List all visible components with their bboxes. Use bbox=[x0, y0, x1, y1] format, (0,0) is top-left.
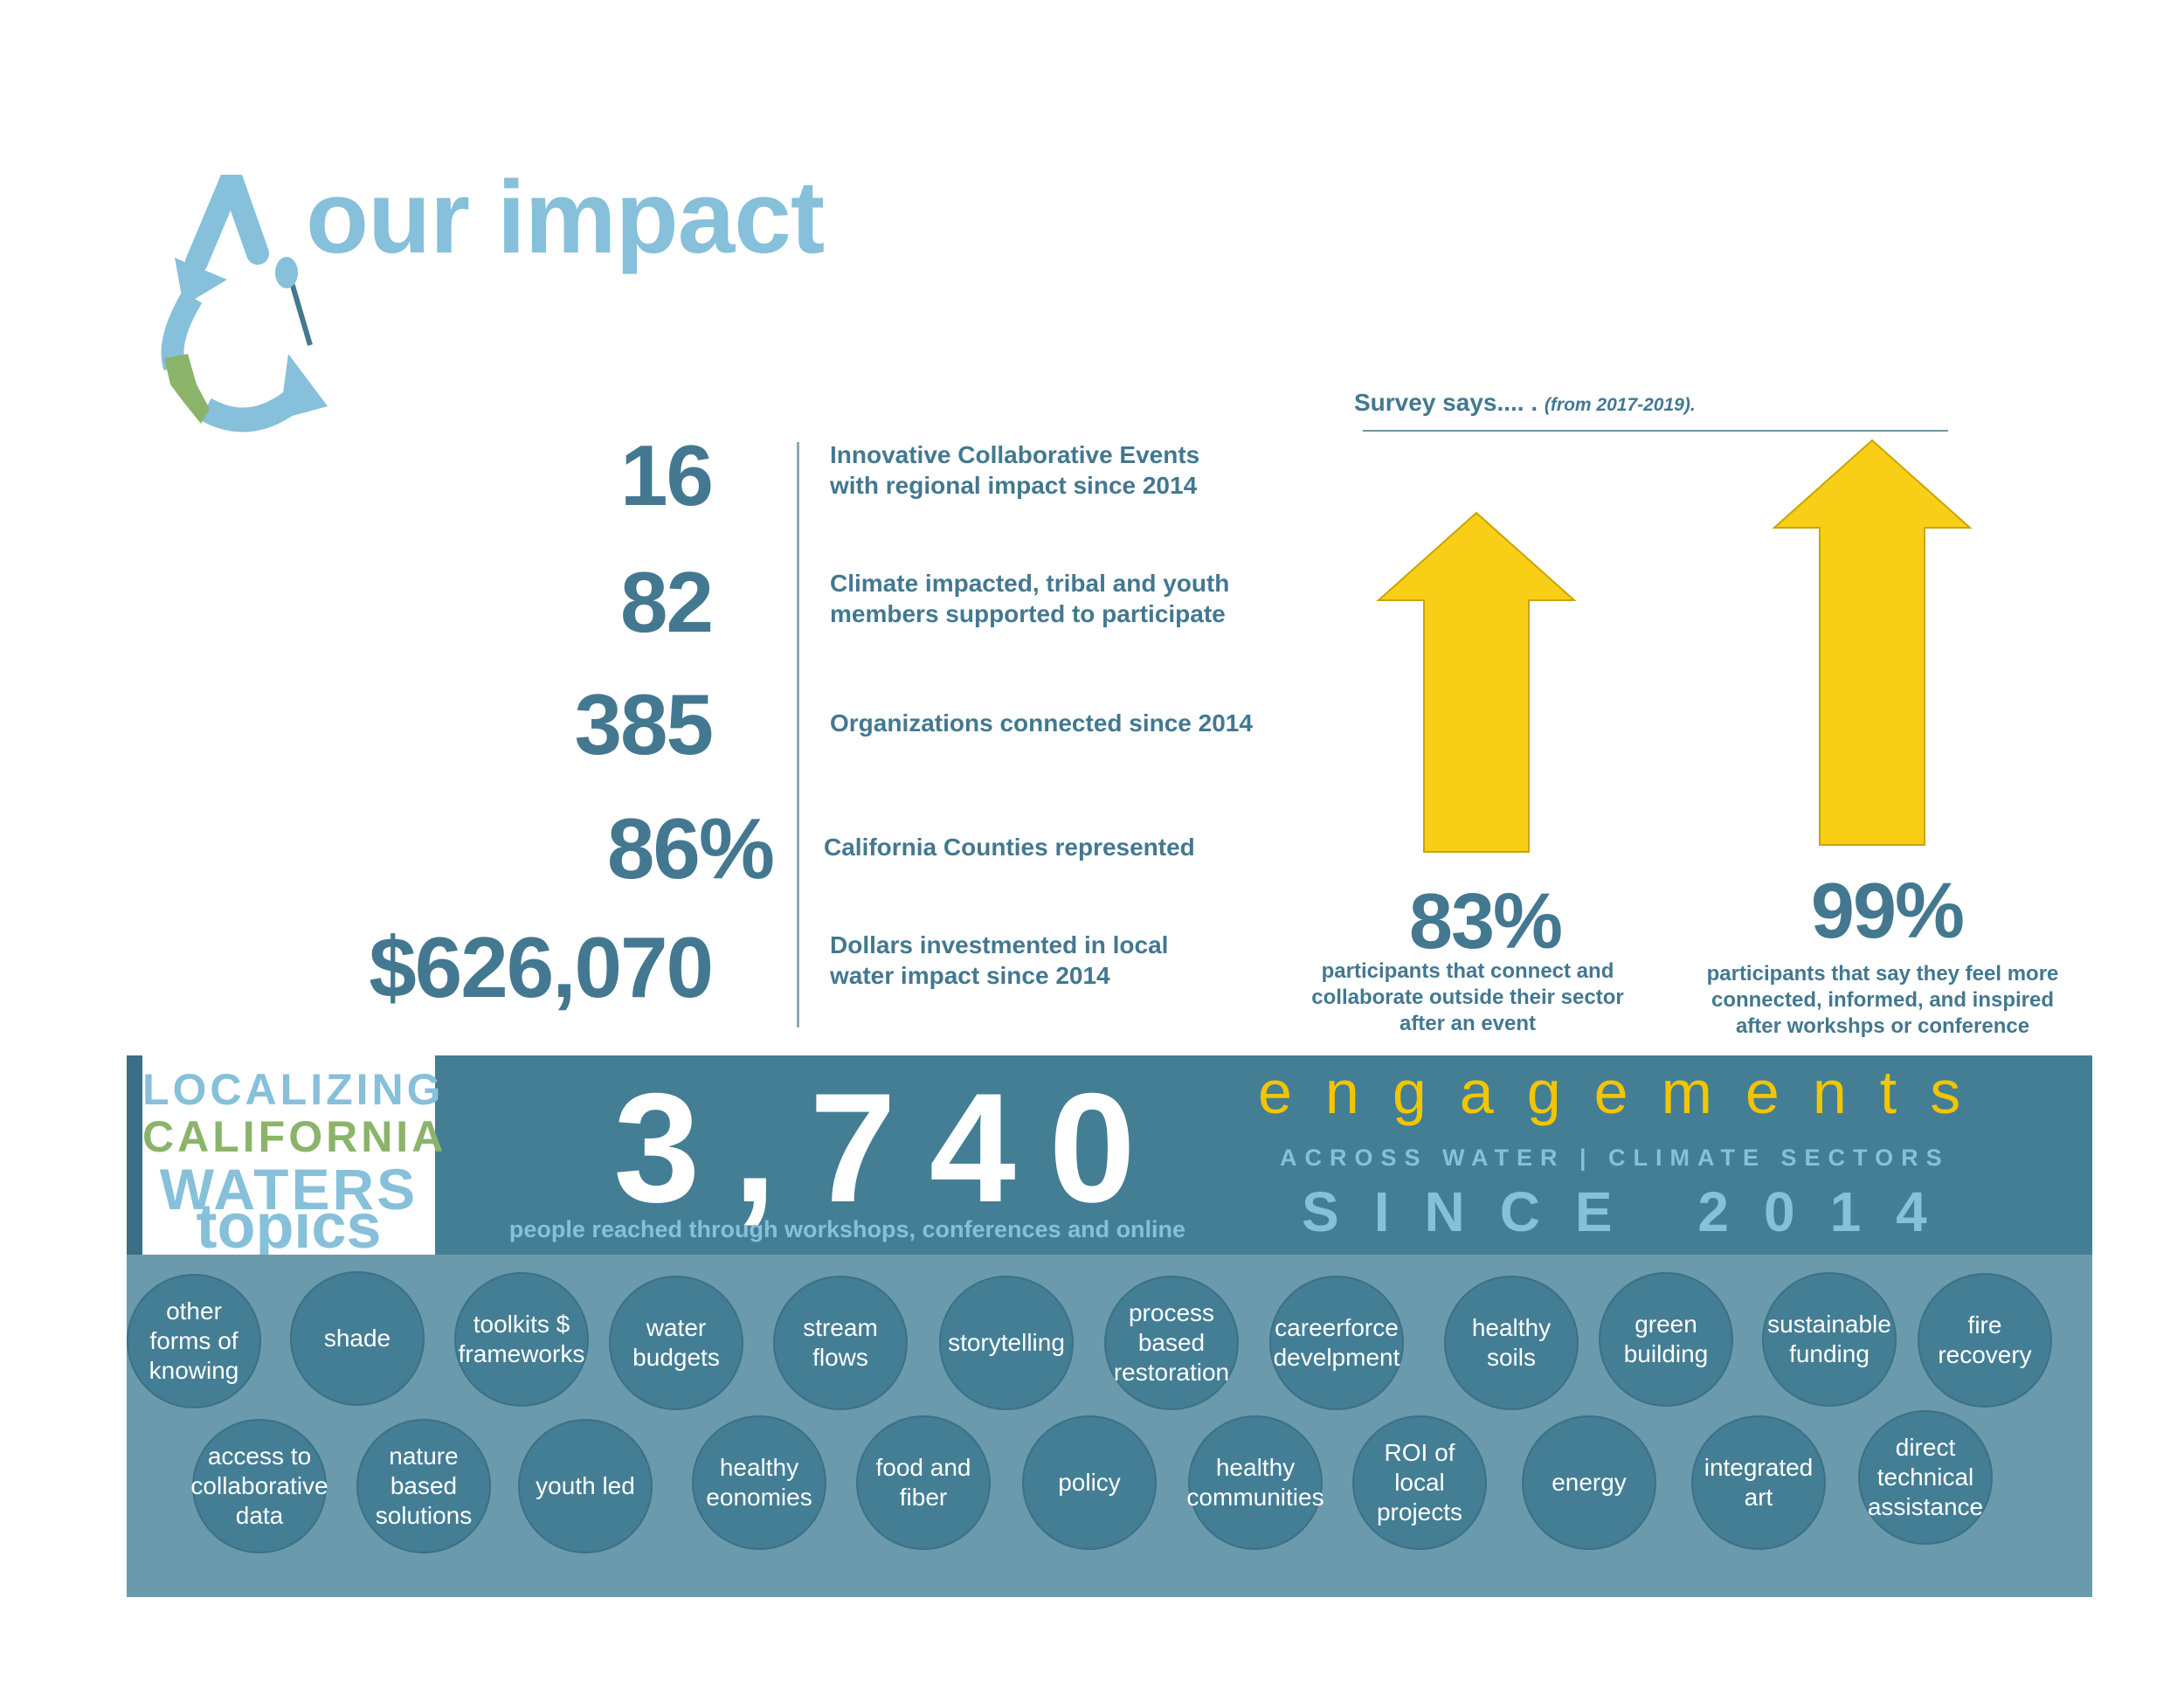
arrow-up-icon bbox=[1376, 511, 1577, 860]
topic-bubble: sustainable funding bbox=[1762, 1272, 1897, 1407]
survey-period: (from 2017-2019). bbox=[1544, 395, 1696, 415]
survey-percent-connect: 83% bbox=[1408, 878, 1563, 965]
band-accent bbox=[127, 1055, 142, 1255]
topic-bubble: process based restoration bbox=[1104, 1276, 1239, 1410]
since-label: SINCE 2014 bbox=[1302, 1180, 1962, 1243]
logo-line-topics: topics bbox=[196, 1192, 382, 1262]
topic-bubble: energy bbox=[1522, 1415, 1656, 1550]
topic-bubble: food and fiber bbox=[856, 1415, 991, 1550]
page-title: our impact bbox=[306, 160, 825, 275]
topic-bubble: other forms of knowing bbox=[127, 1274, 261, 1408]
topic-bubble: ROI of local projects bbox=[1352, 1415, 1487, 1550]
topic-bubble: healthy soils bbox=[1444, 1276, 1579, 1410]
survey-arrow-83 bbox=[1376, 511, 1577, 853]
engagement-count-caption: people reached through workshops, confer… bbox=[508, 1216, 1186, 1242]
logo-line-localizing: LOCALIZING bbox=[142, 1065, 445, 1114]
stat-dollars-description: Dollars investmented in local water impa… bbox=[830, 931, 1169, 989]
survey-arrow-99 bbox=[1772, 439, 1973, 846]
topic-bubble: shade bbox=[290, 1271, 425, 1406]
topic-bubble: water budgets bbox=[609, 1276, 743, 1410]
survey-desc-connect: participants that connect and collaborat… bbox=[1311, 959, 1624, 1035]
arrow-up-icon bbox=[1772, 439, 1973, 853]
survey-percent-inspired: 99% bbox=[1810, 868, 1965, 955]
topic-bubble: access to collaborative data bbox=[190, 1419, 328, 1553]
topic-bubble: policy bbox=[1022, 1415, 1157, 1550]
stat-organizations-value: 385 bbox=[574, 676, 714, 772]
stat-counties-value: 86% bbox=[606, 800, 775, 896]
survey-title: Survey says.... . (from 2017-2019). bbox=[1354, 389, 1696, 417]
topic-bubble: healthy communities bbox=[1186, 1415, 1324, 1550]
stat-members-description: Climate impacted, tribal and youth membe… bbox=[830, 570, 1230, 627]
stat-dollars-value: $626,070 bbox=[369, 919, 714, 1015]
survey-desc-inspired: participants that say they feel more con… bbox=[1706, 962, 2059, 1038]
topic-bubble: youth led bbox=[518, 1419, 653, 1553]
stats-divider bbox=[797, 442, 799, 1027]
stat-events-description: Innovative Collaborative Events with reg… bbox=[830, 441, 1200, 499]
stat-counties-description: California Counties represented bbox=[824, 834, 1195, 861]
topic-bubble: direct technical assistance bbox=[1858, 1410, 1993, 1545]
engagements-label: engagements bbox=[1258, 1058, 1994, 1126]
survey-divider bbox=[1363, 430, 1948, 432]
logo-line-waters: WATERS bbox=[159, 1157, 418, 1221]
logo-icon bbox=[157, 168, 332, 459]
stat-events-value: 16 bbox=[619, 427, 714, 523]
topic-bubble: careerforce develpment bbox=[1269, 1276, 1404, 1410]
lcw-logo: LOCALIZING CALIFORNIA WATERS topics bbox=[142, 1055, 447, 1262]
engagement-band bbox=[127, 1055, 2092, 1255]
topic-bubble: storytelling bbox=[939, 1276, 1074, 1410]
topic-bubble: toolkits $ frameworks bbox=[454, 1272, 589, 1407]
topic-bubble: nature based solutions bbox=[356, 1419, 491, 1553]
stat-members-value: 82 bbox=[619, 554, 714, 650]
topic-bubble: stream flows bbox=[773, 1276, 908, 1410]
logo-line-california: CALIFORNIA bbox=[142, 1112, 447, 1161]
topic-bubble: healthy eonomies bbox=[692, 1415, 826, 1550]
survey-title-text: Survey says.... . bbox=[1354, 389, 1538, 416]
stat-organizations-description: Organizations connected since 2014 bbox=[830, 709, 1253, 737]
topic-bubble: integrated art bbox=[1691, 1415, 1826, 1550]
sectors-label: ACROSS WATER | CLIMATE SECTORS bbox=[1280, 1145, 1950, 1171]
topic-bubble: fire recovery bbox=[1918, 1273, 2052, 1408]
engagement-count: 3,740 bbox=[613, 1061, 1169, 1235]
topic-bubble: green building bbox=[1599, 1272, 1733, 1407]
